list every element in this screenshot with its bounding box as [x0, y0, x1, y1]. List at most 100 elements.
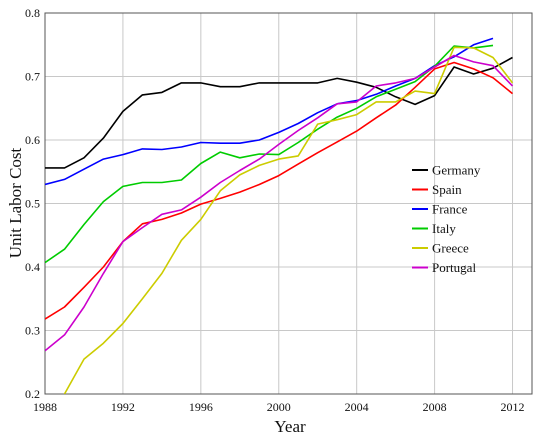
data-point-italy	[394, 88, 397, 91]
data-point-greece	[63, 393, 66, 396]
data-point-italy	[160, 181, 163, 184]
plot-frame	[44, 12, 533, 395]
legend-label-spain: Spain	[432, 182, 462, 197]
data-point-portugal	[433, 65, 436, 68]
data-point-greece	[258, 164, 261, 167]
data-point-germany	[82, 156, 85, 159]
data-point-italy	[219, 151, 222, 154]
series-france	[45, 37, 495, 186]
data-point-france	[121, 153, 124, 156]
data-point-italy	[63, 248, 66, 251]
legend-item-germany: Germany	[412, 163, 481, 178]
data-point-france	[492, 37, 495, 40]
data-point-germany	[238, 85, 241, 88]
x-tick-label: 1992	[111, 400, 135, 414]
data-point-france	[160, 148, 163, 151]
series-lines	[44, 37, 514, 396]
data-point-portugal	[414, 77, 417, 80]
data-point-portugal	[472, 60, 475, 63]
data-point-france	[394, 85, 397, 88]
data-point-spain	[336, 140, 339, 143]
data-point-greece	[414, 90, 417, 93]
data-point-portugal	[492, 64, 495, 67]
legend-item-portugal: Portugal	[412, 260, 476, 275]
data-point-greece	[433, 92, 436, 95]
data-point-spain	[180, 212, 183, 215]
data-point-portugal	[511, 85, 514, 88]
data-point-france	[102, 158, 105, 161]
data-point-italy	[355, 107, 358, 110]
series-italy	[44, 44, 494, 264]
data-point-italy	[44, 261, 47, 264]
legend-item-italy: Italy	[412, 221, 456, 236]
data-point-france	[277, 131, 280, 134]
series-portugal	[44, 54, 514, 352]
data-point-portugal	[180, 208, 183, 211]
legend-item-france: France	[412, 202, 468, 217]
data-point-spain	[472, 67, 475, 70]
data-point-greece	[238, 173, 241, 176]
data-point-france	[219, 142, 222, 145]
series-germany	[44, 56, 513, 169]
data-point-portugal	[102, 272, 105, 275]
data-point-portugal	[336, 102, 339, 105]
data-point-spain	[316, 151, 319, 154]
data-point-germany	[219, 85, 222, 88]
y-axis-label: Unit Labor Cost	[6, 147, 25, 258]
data-point-portugal	[238, 169, 241, 172]
data-point-greece	[336, 118, 339, 121]
data-point-italy	[82, 223, 85, 226]
series-greece	[63, 46, 514, 396]
x-tick-label: 2004	[345, 400, 369, 414]
legend-label-portugal: Portugal	[432, 260, 476, 275]
data-point-portugal	[44, 349, 47, 352]
data-point-portugal	[82, 306, 85, 309]
data-point-spain	[63, 306, 66, 309]
data-point-france	[180, 145, 183, 148]
data-point-greece	[453, 46, 456, 49]
data-point-spain	[219, 197, 222, 200]
data-point-spain	[511, 92, 514, 95]
data-point-greece	[375, 100, 378, 103]
data-point-italy	[258, 152, 261, 155]
data-point-spain	[141, 222, 144, 225]
data-point-italy	[375, 95, 378, 98]
data-point-portugal	[394, 81, 397, 84]
data-point-portugal	[141, 226, 144, 229]
data-point-germany	[121, 110, 124, 113]
data-point-spain	[453, 61, 456, 64]
data-point-italy	[141, 181, 144, 184]
data-point-germany	[297, 81, 300, 84]
x-tick-label: 2000	[267, 400, 291, 414]
data-point-portugal	[316, 116, 319, 119]
data-point-greece	[394, 100, 397, 103]
data-point-greece	[160, 272, 163, 275]
data-point-germany	[63, 166, 66, 169]
series-line-greece	[63, 46, 514, 394]
data-point-spain	[82, 286, 85, 289]
x-tick-label: 2008	[423, 400, 447, 414]
data-point-portugal	[160, 213, 163, 216]
data-point-france	[238, 142, 241, 145]
data-point-germany	[394, 95, 397, 98]
data-point-spain	[160, 218, 163, 221]
data-point-spain	[44, 318, 47, 321]
y-tick-label: 0.4	[25, 260, 40, 274]
data-point-portugal	[258, 158, 261, 161]
data-point-spain	[492, 76, 495, 79]
data-point-greece	[102, 342, 105, 345]
data-point-spain	[375, 116, 378, 119]
data-point-spain	[355, 130, 358, 133]
data-point-france	[316, 111, 319, 114]
data-point-germany	[44, 166, 47, 169]
x-tick-label: 1988	[33, 400, 57, 414]
data-point-portugal	[453, 54, 456, 57]
legend-label-greece: Greece	[432, 241, 469, 256]
data-point-portugal	[277, 143, 280, 146]
data-point-greece	[277, 158, 280, 161]
x-tick-label: 2012	[501, 400, 525, 414]
data-point-france	[141, 147, 144, 150]
data-point-germany	[160, 91, 163, 94]
data-point-greece	[199, 218, 202, 221]
